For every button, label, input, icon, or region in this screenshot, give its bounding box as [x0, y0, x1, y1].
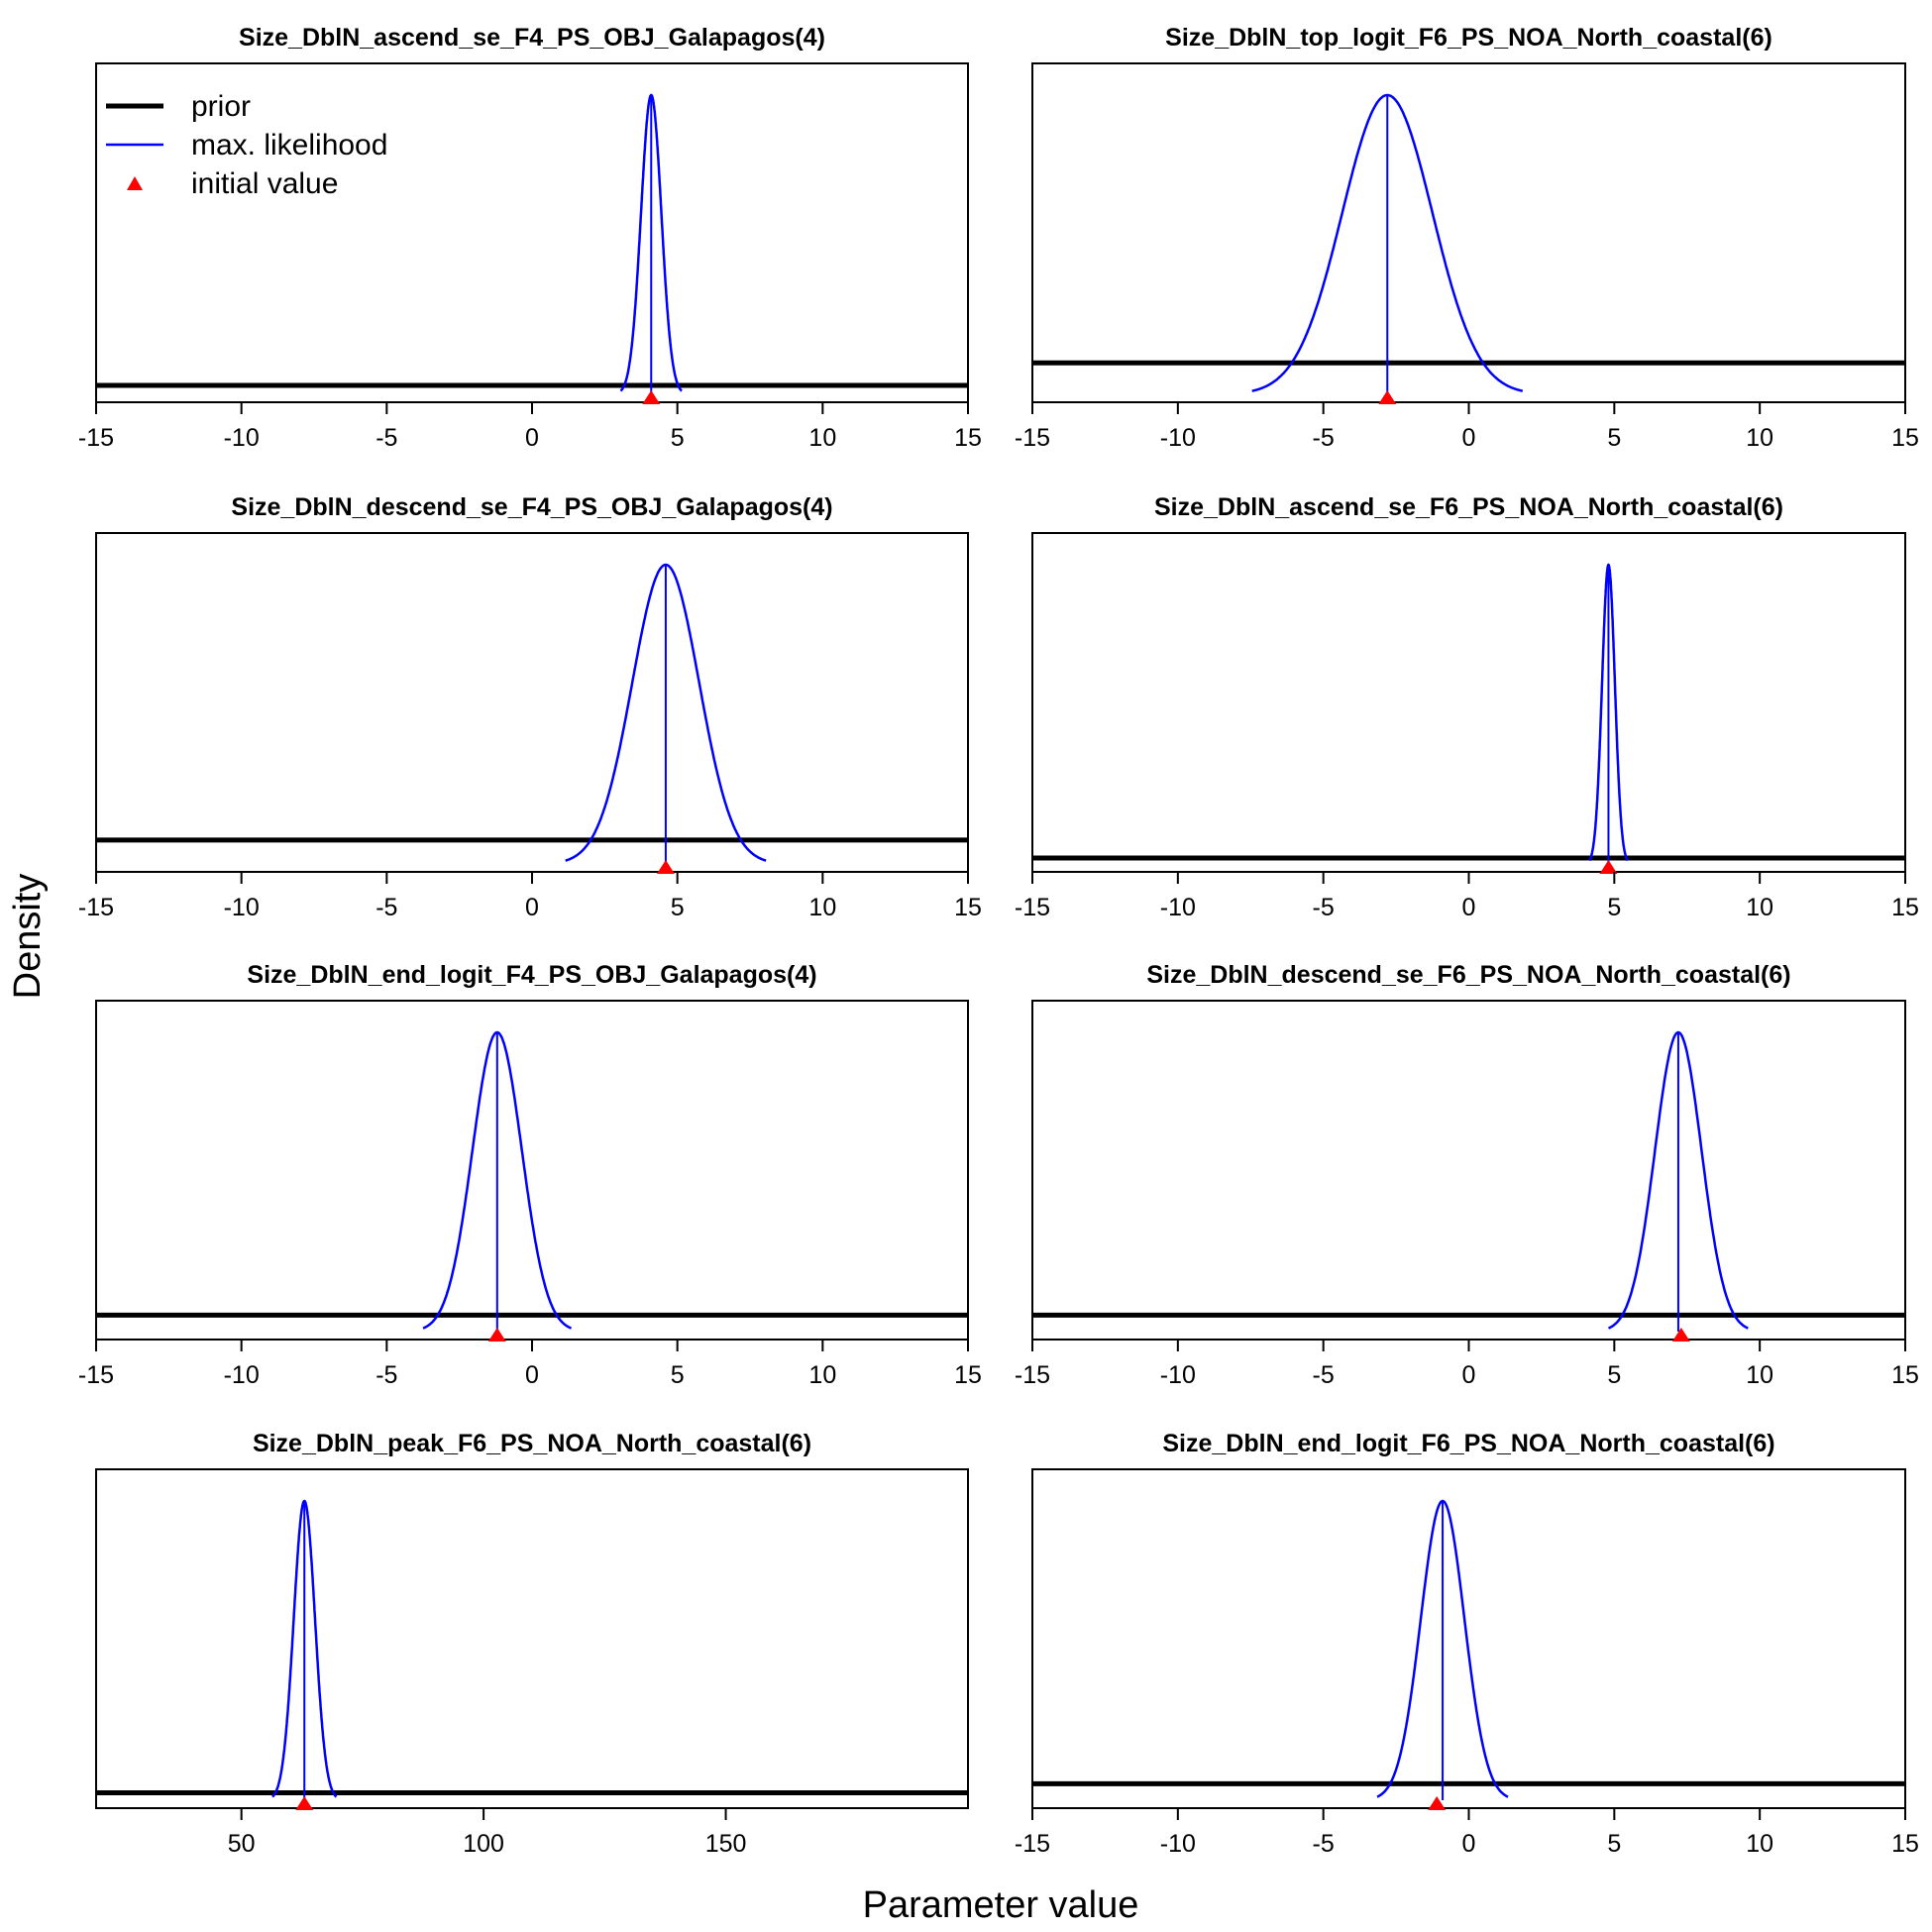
x-tick-label: 100 [463, 1830, 504, 1858]
initial-value-marker [487, 1328, 506, 1342]
x-tick-label: 150 [705, 1830, 747, 1858]
legend-label: prior [191, 90, 251, 123]
x-tick-label: 0 [1462, 1830, 1476, 1858]
plot-frame [1031, 62, 1906, 403]
x-tick-label: 10 [1746, 894, 1773, 921]
panel-7: Size_DblN_peak_F6_PS_NOA_North_coastal(6… [95, 1430, 969, 1858]
x-tick-label: -5 [376, 424, 397, 452]
panel-title: Size_DblN_end_logit_F4_PS_OBJ_Galapagos(… [247, 961, 816, 989]
x-tick-label: -5 [1313, 1830, 1335, 1858]
x-tick-label: -15 [78, 894, 114, 921]
x-tick-label: -10 [1160, 1830, 1196, 1858]
panel-2: Size_DblN_top_logit_F6_PS_NOA_North_coas… [1015, 24, 1919, 452]
x-tick-label: 5 [1607, 1830, 1621, 1858]
panel-title: Size_DblN_top_logit_F6_PS_NOA_North_coas… [1165, 24, 1772, 52]
panel-1: Size_DblN_ascend_se_F4_PS_OBJ_Galapagos(… [78, 24, 982, 452]
initial-value-marker [642, 390, 661, 404]
panel-title: Size_DblN_peak_F6_PS_NOA_North_coastal(6… [253, 1430, 811, 1457]
panels-group: Size_DblN_ascend_se_F4_PS_OBJ_Galapagos(… [78, 24, 1919, 1858]
y-axis-title: Density [7, 874, 49, 1000]
x-tick-label: 50 [228, 1830, 256, 1858]
x-tick-label: -5 [376, 894, 397, 921]
x-tick-label: -15 [78, 1361, 114, 1389]
panel-title: Size_DblN_ascend_se_F4_PS_OBJ_Galapagos(… [239, 24, 825, 52]
plot-frame [95, 532, 969, 873]
x-tick-label: 5 [1607, 424, 1621, 452]
x-tick-label: -5 [376, 1361, 397, 1389]
x-tick-label: -5 [1313, 894, 1335, 921]
x-tick-label: 5 [671, 894, 685, 921]
panel-title: Size_DblN_descend_se_F4_PS_OBJ_Galapagos… [231, 493, 832, 521]
x-tick-label: 15 [954, 1361, 982, 1389]
legend: prior max. likelihood initial value [106, 90, 387, 200]
x-tick-label: -5 [1313, 1361, 1335, 1389]
x-tick-label: 0 [1462, 894, 1476, 921]
x-tick-label: 0 [525, 424, 539, 452]
x-tick-label: -15 [1015, 1830, 1050, 1858]
panel-4: Size_DblN_ascend_se_F6_PS_NOA_North_coas… [1015, 493, 1919, 921]
x-tick-label: 10 [1746, 1361, 1773, 1389]
panel-8: Size_DblN_end_logit_F6_PS_NOA_North_coas… [1015, 1430, 1919, 1858]
x-tick-label: 5 [671, 424, 685, 452]
x-tick-label: -10 [1160, 424, 1196, 452]
x-tick-label: 10 [808, 1361, 836, 1389]
legend-swatch-initial [127, 176, 143, 190]
initial-value-marker [1378, 390, 1397, 404]
x-tick-label: -10 [224, 894, 260, 921]
x-tick-label: 15 [1891, 1361, 1919, 1389]
x-tick-label: 15 [1891, 1830, 1919, 1858]
x-tick-label: 15 [1891, 894, 1919, 921]
initial-value-marker [1428, 1796, 1447, 1810]
x-tick-label: 15 [1891, 424, 1919, 452]
x-tick-label: 0 [525, 894, 539, 921]
x-tick-label: 10 [1746, 1830, 1773, 1858]
x-tick-label: -10 [224, 424, 260, 452]
x-tick-label: -15 [1015, 1361, 1050, 1389]
x-tick-label: 10 [808, 424, 836, 452]
x-tick-label: -10 [224, 1361, 260, 1389]
initial-value-marker [1671, 1328, 1690, 1342]
x-tick-label: -5 [1313, 424, 1335, 452]
x-tick-label: 5 [671, 1361, 685, 1389]
x-tick-label: 0 [525, 1361, 539, 1389]
initial-value-marker [656, 860, 675, 874]
x-tick-label: 10 [1746, 424, 1773, 452]
plot-frame [95, 1000, 969, 1341]
panel-title: Size_DblN_ascend_se_F6_PS_NOA_North_coas… [1154, 493, 1783, 521]
x-tick-label: 15 [954, 894, 982, 921]
x-tick-label: -10 [1160, 894, 1196, 921]
x-tick-label: -15 [78, 424, 114, 452]
x-tick-label: -10 [1160, 1361, 1196, 1389]
initial-value-marker [1599, 860, 1618, 874]
x-tick-label: 5 [1607, 1361, 1621, 1389]
x-tick-label: -15 [1015, 894, 1050, 921]
legend-label: max. likelihood [191, 129, 387, 161]
plot-frame [1031, 1468, 1906, 1809]
panel-3: Size_DblN_descend_se_F4_PS_OBJ_Galapagos… [78, 493, 982, 921]
x-tick-label: 0 [1462, 424, 1476, 452]
panel-title: Size_DblN_end_logit_F6_PS_NOA_North_coas… [1162, 1430, 1774, 1457]
x-tick-label: 0 [1462, 1361, 1476, 1389]
legend-label: initial value [191, 167, 338, 200]
panel-5: Size_DblN_end_logit_F4_PS_OBJ_Galapagos(… [78, 961, 982, 1389]
x-tick-label: 15 [954, 424, 982, 452]
plot-frame [1031, 1000, 1906, 1341]
panel-title: Size_DblN_descend_se_F6_PS_NOA_North_coa… [1146, 961, 1790, 989]
x-tick-label: 5 [1607, 894, 1621, 921]
x-tick-label: 10 [808, 894, 836, 921]
x-tick-label: -15 [1015, 424, 1050, 452]
x-axis-title: Parameter value [863, 1884, 1139, 1926]
plot-frame [95, 1468, 969, 1809]
initial-value-marker [295, 1796, 314, 1810]
plot-frame [1031, 532, 1906, 873]
panel-6: Size_DblN_descend_se_F6_PS_NOA_North_coa… [1015, 961, 1919, 1389]
